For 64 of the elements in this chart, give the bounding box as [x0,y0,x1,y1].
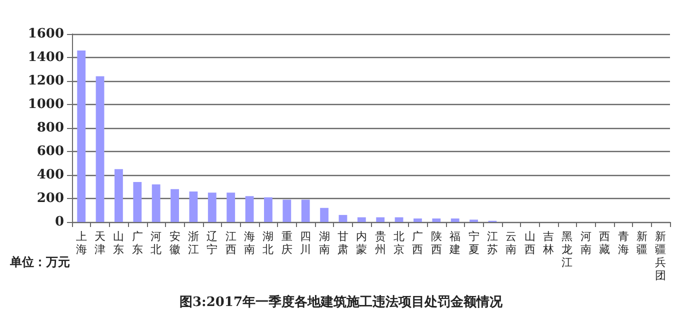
x-tick-label: 云南 [506,230,517,256]
x-tick-label: 北京 [394,230,405,256]
bar [264,197,272,222]
y-tick-label: 1400 [28,50,64,65]
x-tick-label: 湖北 [262,230,274,256]
x-tick-label: 上海 [76,230,87,256]
bar [133,182,142,222]
x-tick-label: 重庆 [281,230,292,256]
bar [152,184,160,222]
x-tick-label: 宁夏 [468,230,480,256]
x-tick-label: 吉林 [542,230,554,256]
x-tick-label: 浙江 [188,230,199,256]
bar [208,192,216,222]
x-tick-label: 陕西 [430,230,442,256]
bar [376,217,385,222]
x-tick-label: 海南 [244,230,256,256]
x-tick-label: 江苏 [486,230,498,256]
x-tick-label: 新疆 [636,230,648,256]
bar [432,218,441,222]
x-tick-label: 天津 [94,230,106,256]
x-tick-label: 贵州 [374,230,386,256]
bar [394,217,404,222]
bar [170,189,179,222]
x-tick-label: 江西 [225,230,236,256]
bar [450,218,460,222]
x-tick-label: 湖南 [318,230,330,256]
x-tick-label: 甘肃 [337,230,348,256]
x-tick-label: 内蒙 [356,230,368,256]
x-tick-label: 西藏 [599,230,610,256]
y-tick-label: 400 [36,168,64,182]
bar [189,191,198,222]
x-tick-label: 辽宁 [206,230,218,256]
x-tick-label: 福建 [448,230,461,256]
x-tick-label: 河南 [580,230,592,256]
x-tick-label: 四川 [300,230,312,256]
x-tick-label: 山东 [113,230,124,256]
bar [226,192,236,222]
bar [77,50,86,222]
bar [96,76,104,222]
x-tick-label: 河北 [150,230,162,256]
y-tick-label: 600 [36,144,64,159]
x-tick-label: 青海 [618,230,629,256]
bar [245,196,254,222]
y-tick-label: 1600 [28,26,64,42]
y-tick-label: 800 [36,120,64,136]
bar [114,169,123,222]
bar [338,214,348,222]
bar [414,218,422,222]
bar [301,200,310,222]
y-tick-label: 1000 [28,97,64,112]
x-tick-label: 山西 [524,230,536,256]
text: 图3:2017年一季度各地建筑施工违法项目处罚金额情况 [179,294,504,310]
x-tick-label: 黑龙江 [562,230,573,269]
x-tick-label: 安徽 [169,230,180,256]
y-tick-label: 0 [54,214,64,230]
x-tick-label: 广西 [412,230,424,256]
bar [282,200,292,222]
x-tick-label: 广东 [132,230,143,256]
bar [357,217,366,222]
y-tick-label: 1200 [28,74,64,88]
y-tick-label: 200 [36,191,64,206]
y-axis-title: 单位：万元 [9,254,70,269]
x-tick-label: 新疆兵团 [655,230,666,282]
bar [320,208,328,222]
